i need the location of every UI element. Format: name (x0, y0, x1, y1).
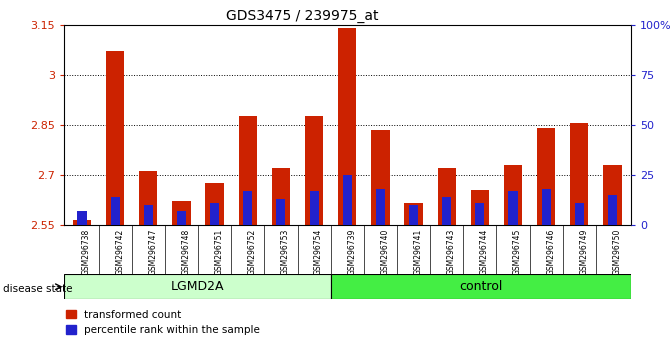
Bar (376, 189, 385, 225)
Text: GSM296738: GSM296738 (82, 228, 91, 274)
Text: GSM296743: GSM296743 (447, 228, 456, 275)
Bar (305, 116, 323, 225)
Bar (243, 191, 252, 225)
Bar (210, 203, 219, 225)
Bar (338, 28, 356, 225)
Bar (608, 195, 617, 225)
Bar (504, 165, 522, 225)
Bar (371, 130, 390, 225)
Bar (205, 183, 223, 225)
Text: GSM296742: GSM296742 (115, 228, 124, 274)
Text: GSM296749: GSM296749 (579, 228, 588, 275)
Text: GSM296754: GSM296754 (314, 228, 323, 275)
Bar (575, 203, 584, 225)
Bar (172, 201, 191, 225)
Text: GSM296740: GSM296740 (380, 228, 389, 275)
Text: GSM296750: GSM296750 (613, 228, 621, 275)
Bar (309, 191, 319, 225)
Bar (409, 205, 418, 225)
Bar (509, 191, 517, 225)
Bar (471, 190, 489, 225)
Bar (537, 128, 556, 225)
Bar (541, 189, 551, 225)
Bar (106, 51, 124, 225)
Bar (343, 175, 352, 225)
Text: GSM296751: GSM296751 (215, 228, 223, 274)
Text: GSM296739: GSM296739 (348, 228, 356, 275)
Bar (73, 220, 91, 225)
Bar (239, 116, 257, 225)
Bar (405, 203, 423, 225)
Bar (64, 274, 331, 299)
Bar (276, 199, 285, 225)
Bar (77, 211, 87, 225)
Text: disease state: disease state (3, 284, 73, 293)
Text: LGMD2A: LGMD2A (170, 280, 224, 293)
Bar (139, 171, 158, 225)
Text: GSM296741: GSM296741 (413, 228, 423, 274)
Bar (437, 168, 456, 225)
Legend: transformed count, percentile rank within the sample: transformed count, percentile rank withi… (66, 310, 260, 335)
Bar (177, 211, 186, 225)
Bar (144, 205, 153, 225)
Text: GSM296748: GSM296748 (181, 228, 191, 274)
Text: GSM296744: GSM296744 (480, 228, 489, 275)
Bar (475, 203, 484, 225)
Text: GDS3475 / 239975_at: GDS3475 / 239975_at (225, 9, 378, 23)
Bar (570, 123, 588, 225)
Text: GSM296745: GSM296745 (513, 228, 522, 275)
Bar (111, 197, 119, 225)
Text: GSM296753: GSM296753 (281, 228, 290, 275)
Text: GSM296752: GSM296752 (248, 228, 257, 274)
Bar (272, 168, 290, 225)
Bar (331, 274, 631, 299)
Bar (442, 197, 452, 225)
Text: GSM296747: GSM296747 (148, 228, 157, 275)
Bar (603, 165, 621, 225)
Text: GSM296746: GSM296746 (546, 228, 555, 275)
Text: control: control (459, 280, 503, 293)
